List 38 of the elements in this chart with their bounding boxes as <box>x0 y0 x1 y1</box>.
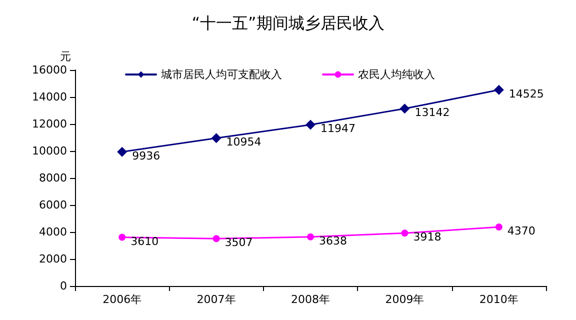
x-tick-label: 2008年 <box>291 293 330 306</box>
x-tick-label: 2010年 <box>479 293 518 306</box>
chart-title: “十一五”期间城乡居民收入 <box>192 14 384 32</box>
data-label: 10954 <box>226 136 262 149</box>
point <box>400 104 410 114</box>
data-label: 4370 <box>507 224 536 238</box>
y-tick-label: 2000 <box>39 252 67 266</box>
y-tick-label: 8000 <box>39 172 67 184</box>
y-tick-label: 4000 <box>39 226 67 238</box>
data-label: 14525 <box>508 87 544 100</box>
point <box>306 120 316 130</box>
point <box>117 146 128 157</box>
x-tick-label: 2006年 <box>102 293 142 306</box>
data-label: 3638 <box>319 234 347 248</box>
x-tick-label: 2009年 <box>385 293 424 306</box>
y-tick-label: 0 <box>60 280 67 292</box>
point <box>307 233 314 240</box>
y-tick-label: 16000 <box>32 64 67 76</box>
y-tick-label: 6000 <box>39 198 67 212</box>
data-label: 11947 <box>320 122 356 136</box>
x-tick-label: 2007年 <box>196 293 236 306</box>
data-label: 3507 <box>224 236 253 250</box>
legend-label: 农民人均纯收入 <box>358 68 435 81</box>
data-label: 13142 <box>414 106 450 120</box>
y-axis-title: 元 <box>60 50 71 63</box>
point <box>495 224 502 231</box>
point <box>211 133 222 144</box>
legend-label: 城市居民人均可支配收入 <box>160 68 282 81</box>
data-label: 3918 <box>413 230 442 244</box>
point <box>494 84 504 95</box>
point <box>401 230 408 237</box>
data-label: 3610 <box>130 234 159 248</box>
data-label: 9936 <box>132 149 160 162</box>
point <box>212 235 220 242</box>
y-tick-label: 10000 <box>32 144 67 158</box>
point <box>118 234 126 241</box>
y-tick-label: 12000 <box>32 118 67 130</box>
y-tick-label: 14000 <box>32 90 67 104</box>
